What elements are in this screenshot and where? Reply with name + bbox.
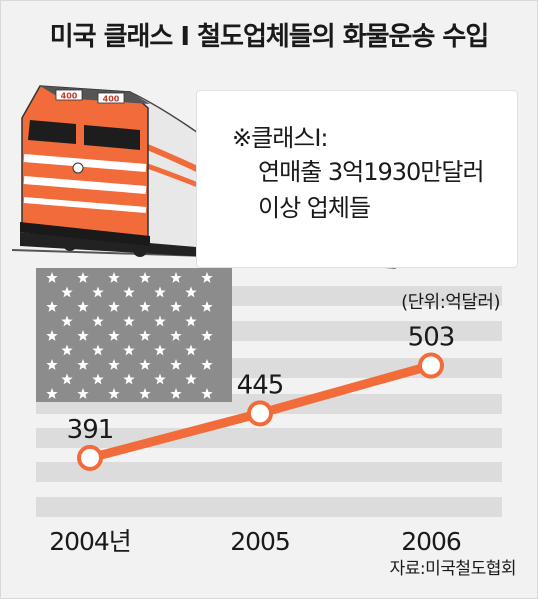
data-point <box>77 444 103 471</box>
data-point <box>418 352 444 379</box>
number-plate-right <box>97 92 125 104</box>
source-label: 자료:미국철도협회 <box>389 559 517 579</box>
star <box>139 359 151 370</box>
star <box>61 373 73 385</box>
star <box>46 359 58 370</box>
star <box>46 388 58 399</box>
star <box>123 344 135 356</box>
flag-stars <box>46 272 213 399</box>
star <box>92 373 104 385</box>
chart-title: 미국 클래스 Ⅰ 철도업체들의 화물운송 수입 <box>49 22 490 52</box>
x-tick-label: 2004년 <box>49 527 131 556</box>
note-box <box>196 90 518 268</box>
locomotive-window <box>28 120 76 144</box>
headlight <box>72 162 84 174</box>
nose-stripe <box>23 197 147 213</box>
data-label: 503 <box>408 323 455 353</box>
star <box>185 315 197 327</box>
star <box>139 330 151 341</box>
star <box>123 373 135 385</box>
star <box>139 301 151 312</box>
star <box>123 286 135 298</box>
star <box>61 286 73 298</box>
unit-label: (단위:억달러) <box>401 292 500 313</box>
locomotive-window <box>84 125 140 150</box>
stripe <box>36 497 502 517</box>
x-tick-label: 2005 <box>230 527 290 556</box>
star <box>92 315 104 327</box>
nose-stripe <box>23 154 147 172</box>
data-point <box>247 400 273 427</box>
star <box>77 388 89 399</box>
star <box>92 344 104 356</box>
star <box>77 301 89 312</box>
wheel <box>63 237 77 251</box>
number-plate-left <box>55 89 83 101</box>
chart-area: 391 2004년 445 2005 503 2006 <box>49 323 462 556</box>
number-plate-text: 400 <box>61 92 78 101</box>
star <box>46 301 58 312</box>
star <box>185 344 197 356</box>
star <box>46 330 58 341</box>
star <box>170 301 182 312</box>
star <box>108 359 120 370</box>
star <box>170 330 182 341</box>
star <box>108 330 120 341</box>
star <box>77 359 89 370</box>
star <box>92 286 104 298</box>
star <box>201 330 213 341</box>
star <box>201 388 213 399</box>
star <box>170 359 182 370</box>
star <box>154 373 166 385</box>
note-line-2: 연매출 3억1930만달러 <box>258 158 485 186</box>
number-plate-text: 400 <box>103 95 120 104</box>
star <box>108 272 120 283</box>
star <box>201 359 213 370</box>
star <box>201 272 213 283</box>
star <box>170 272 182 283</box>
data-label: 391 <box>67 415 114 445</box>
star <box>77 330 89 341</box>
locomotive-bumper <box>20 222 150 246</box>
star <box>185 373 197 385</box>
star <box>154 344 166 356</box>
star <box>154 315 166 327</box>
star <box>61 315 73 327</box>
star <box>154 286 166 298</box>
data-label: 445 <box>237 370 284 400</box>
star <box>108 301 120 312</box>
star <box>46 272 58 283</box>
star <box>185 286 197 298</box>
star <box>139 388 151 399</box>
stripe <box>36 462 502 482</box>
star <box>123 315 135 327</box>
star <box>77 272 89 283</box>
note-line-3: 이상 업체들 <box>258 194 371 222</box>
nose-stripe <box>23 176 147 194</box>
star <box>170 388 182 399</box>
star <box>201 301 213 312</box>
wheel <box>133 243 147 257</box>
star <box>139 272 151 283</box>
note-line-1: ※클래스Ⅰ: <box>232 124 329 152</box>
star <box>61 344 73 356</box>
x-tick-label: 2006 <box>401 527 461 556</box>
star <box>108 388 120 399</box>
